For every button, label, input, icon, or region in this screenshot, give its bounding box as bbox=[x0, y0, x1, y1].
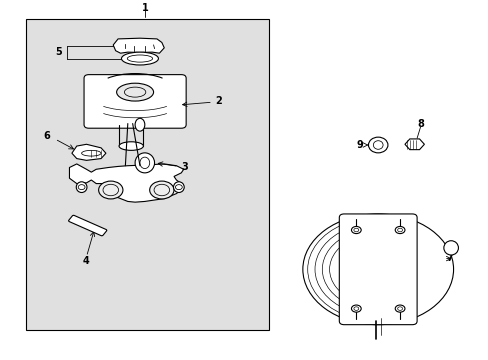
Circle shape bbox=[302, 214, 453, 325]
FancyBboxPatch shape bbox=[339, 214, 416, 325]
Ellipse shape bbox=[149, 181, 174, 199]
FancyBboxPatch shape bbox=[84, 75, 186, 128]
Text: 3: 3 bbox=[181, 162, 188, 172]
Polygon shape bbox=[72, 144, 106, 160]
Polygon shape bbox=[404, 139, 424, 150]
FancyBboxPatch shape bbox=[68, 215, 106, 236]
Circle shape bbox=[394, 305, 404, 312]
Ellipse shape bbox=[99, 181, 122, 199]
Ellipse shape bbox=[443, 241, 458, 255]
Ellipse shape bbox=[116, 83, 153, 101]
Text: 6: 6 bbox=[43, 131, 50, 141]
Text: 1: 1 bbox=[141, 3, 148, 13]
Text: 4: 4 bbox=[82, 256, 89, 266]
Ellipse shape bbox=[76, 182, 87, 193]
Ellipse shape bbox=[368, 137, 387, 153]
Text: 7: 7 bbox=[446, 253, 452, 263]
Bar bbox=[26, 19, 268, 330]
Ellipse shape bbox=[173, 182, 184, 193]
Text: 9: 9 bbox=[356, 140, 363, 150]
Circle shape bbox=[394, 226, 404, 234]
Circle shape bbox=[351, 226, 361, 234]
Circle shape bbox=[351, 305, 361, 312]
Text: 8: 8 bbox=[416, 119, 423, 129]
Polygon shape bbox=[113, 38, 164, 53]
Text: 2: 2 bbox=[215, 96, 222, 107]
Ellipse shape bbox=[135, 118, 144, 131]
Text: 5: 5 bbox=[55, 47, 62, 57]
Polygon shape bbox=[69, 164, 183, 202]
Ellipse shape bbox=[119, 142, 143, 150]
Ellipse shape bbox=[121, 52, 158, 65]
Ellipse shape bbox=[135, 153, 154, 173]
